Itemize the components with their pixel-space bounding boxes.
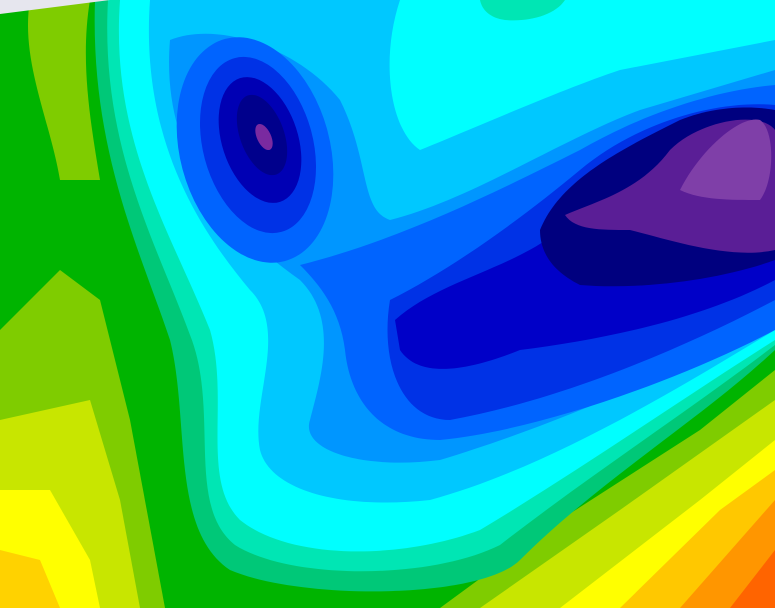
contour-band bbox=[730, 550, 775, 608]
contour-band bbox=[0, 550, 60, 608]
contour-band bbox=[27, 0, 100, 180]
map-edge bbox=[0, 0, 110, 14]
contour-band bbox=[480, 0, 565, 21]
contour-band bbox=[680, 119, 772, 200]
contour-band bbox=[255, 123, 273, 151]
